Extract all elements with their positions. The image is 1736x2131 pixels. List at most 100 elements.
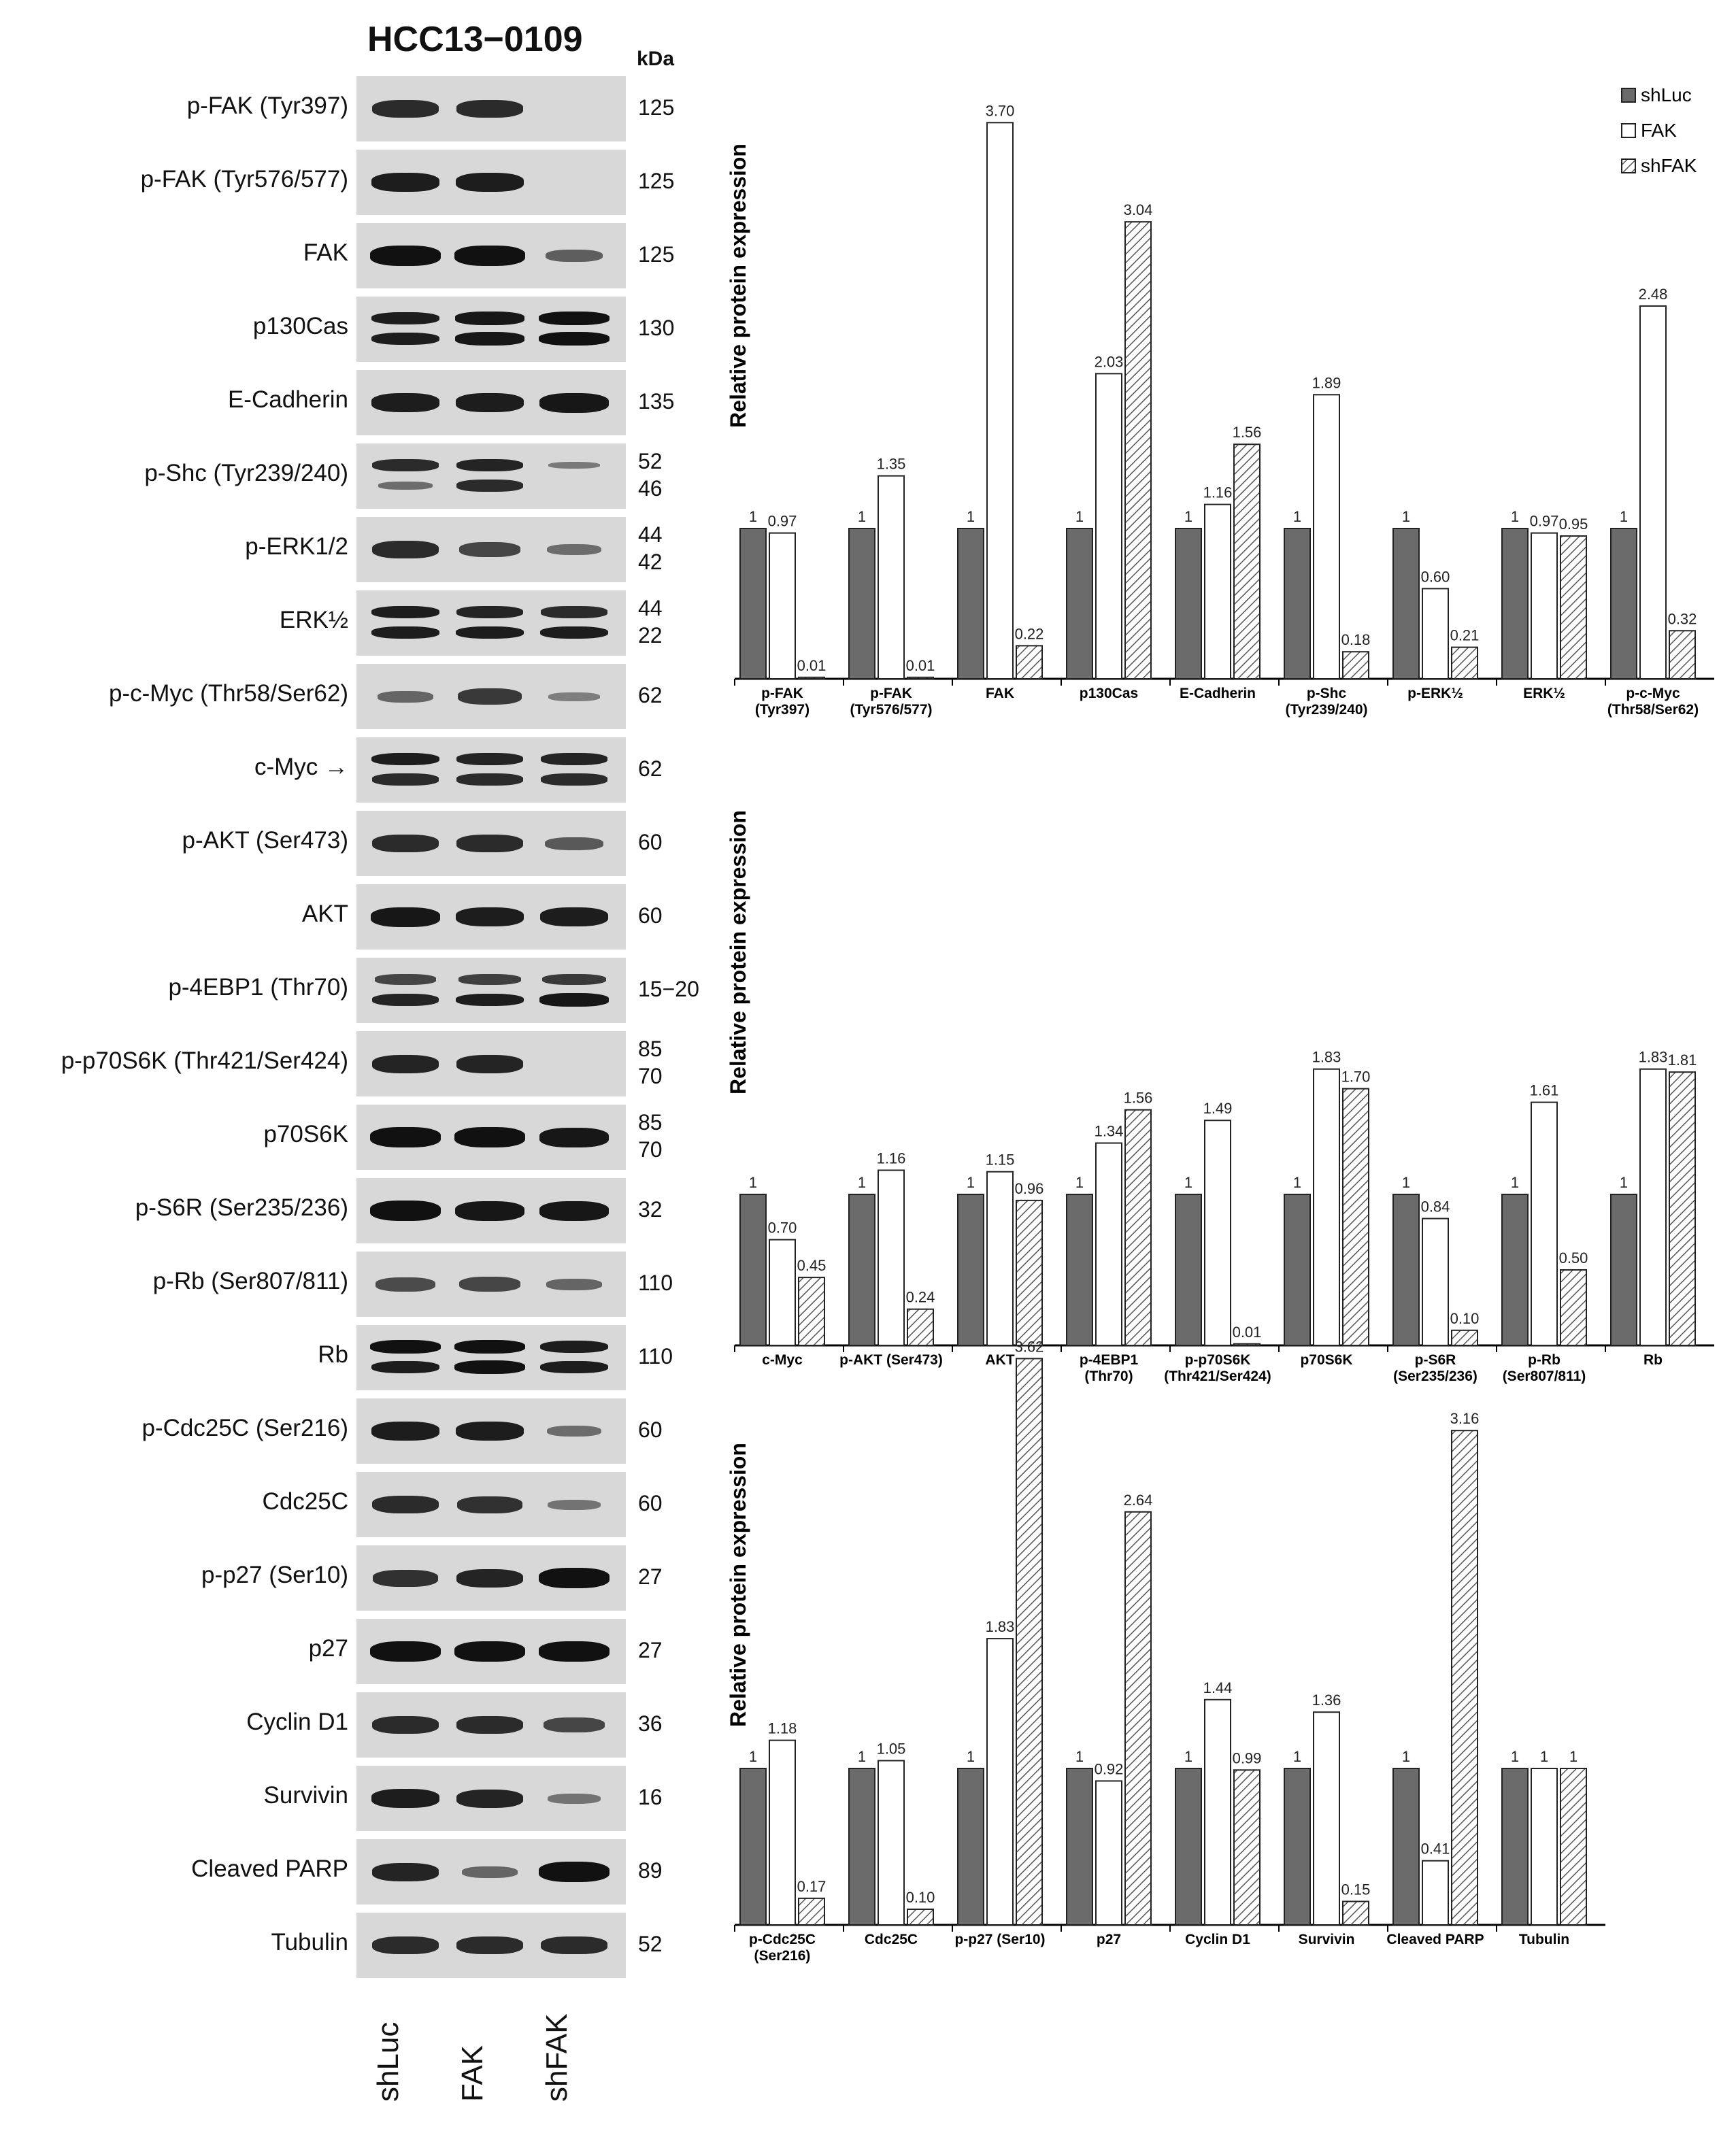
- data-label: 0.32: [1668, 610, 1697, 627]
- blot-row: p-c-Myc (Thr58/Ser62) 62: [0, 664, 721, 729]
- blot-band: [454, 1340, 525, 1354]
- data-label: 1.83: [986, 1618, 1015, 1635]
- bar-shFAK: [1016, 1199, 1043, 1346]
- bar-shLuc: [957, 528, 984, 679]
- data-label: 1: [1402, 508, 1410, 525]
- blot-row-label: p130Cas: [252, 313, 348, 339]
- data-label: 1.49: [1203, 1100, 1233, 1117]
- bar-FAK: [1313, 1711, 1340, 1926]
- blot-kda-value: 60: [638, 830, 663, 854]
- blot-band: [370, 1641, 441, 1662]
- bar-shFAK: [1342, 651, 1369, 679]
- blot-strip: [356, 737, 626, 803]
- blot-band: [378, 690, 433, 703]
- blot-band: [370, 246, 441, 266]
- blot-strip: [356, 150, 626, 215]
- blot-row-label: Survivin: [263, 1782, 348, 1809]
- blot-kda-value: 130: [638, 316, 675, 340]
- blot-band: [545, 837, 603, 850]
- data-label: 0.84: [1421, 1198, 1450, 1215]
- blot-strip: [356, 297, 626, 362]
- y-axis-label: Relative protein expression: [726, 144, 750, 428]
- x-tick-label: c-Myc: [762, 1352, 803, 1368]
- blot-band: [539, 1127, 610, 1147]
- blot-kda-value: 44: [638, 596, 663, 620]
- blot-row-label: ERK½: [279, 607, 348, 633]
- blot-row-label: p-p27 (Ser10): [201, 1562, 348, 1588]
- blot-strip: [356, 958, 626, 1023]
- blot-band: [458, 542, 521, 557]
- blot-row: Tubulin 52: [0, 1913, 721, 1978]
- blot-kda-value: 110: [638, 1271, 673, 1295]
- data-label: 3.04: [1124, 201, 1153, 218]
- data-label: 1: [1293, 508, 1301, 525]
- data-label: 3.16: [1450, 1410, 1480, 1427]
- bar-FAK: [986, 1638, 1014, 1926]
- blot-row: p-S6R (Ser235/236) 32: [0, 1178, 721, 1243]
- x-tick-label: p-FAK: [761, 686, 803, 701]
- bar-FAK: [769, 532, 796, 679]
- data-label: 1: [1620, 1174, 1628, 1191]
- bar-FAK: [878, 475, 905, 680]
- bar-shFAK: [1669, 630, 1696, 680]
- blot-band: [546, 1426, 602, 1437]
- blot-strip: [356, 1105, 626, 1170]
- data-label: 0.60: [1421, 568, 1450, 585]
- x-tick-label: p-Cdc25C: [749, 1932, 816, 1947]
- data-label: 1.56: [1233, 424, 1262, 441]
- bar-shLuc: [739, 528, 767, 679]
- blot-row-label: p-p70S6K (Thr421/Ser424): [61, 1047, 348, 1074]
- blot-kda-value: 62: [638, 756, 663, 781]
- blot-row: FAK 125: [0, 223, 721, 288]
- blot-band: [370, 1201, 441, 1221]
- blot-strip: [356, 443, 626, 509]
- blot-strip: [356, 517, 626, 582]
- blot-band: [370, 907, 441, 927]
- x-tick-label: Rb: [1643, 1352, 1663, 1368]
- bar-shLuc: [1501, 1194, 1529, 1346]
- blot-band: [372, 459, 439, 471]
- data-label: 1.36: [1312, 1692, 1341, 1709]
- blot-row-label: Rb: [318, 1341, 348, 1368]
- legend-swatch-FAK: [1621, 123, 1636, 138]
- bar-FAK: [1204, 1698, 1231, 1926]
- blot-row-label: p-FAK (Tyr576/577): [140, 166, 348, 192]
- bar-shFAK: [907, 676, 934, 679]
- blot-row: p-AKT (Ser473) 60: [0, 811, 721, 876]
- blot-row-label: p70S6K: [263, 1121, 348, 1147]
- blot-row: AKT 60: [0, 884, 721, 950]
- bar-shLuc: [848, 1194, 875, 1346]
- blot-band: [543, 1717, 605, 1732]
- blot-band: [375, 1277, 436, 1292]
- blot-row: p-4EBP1 (Thr70) 15−20: [0, 958, 721, 1023]
- blot-row: Rb 110: [0, 1325, 721, 1390]
- blot-band: [547, 1499, 601, 1510]
- x-tick-label: Cleaved PARP: [1386, 1932, 1484, 1947]
- blot-band: [456, 480, 523, 492]
- x-tick-label: (Thr70): [1084, 1369, 1133, 1384]
- blot-band: [454, 1641, 525, 1662]
- legend-swatch-shFAK: [1621, 158, 1636, 173]
- blot-kda-value: 52: [638, 449, 663, 473]
- bar-shFAK: [1124, 1109, 1152, 1347]
- blot-band: [541, 773, 607, 786]
- blot-kda-value: 22: [638, 623, 663, 648]
- blot-kda-value: 70: [638, 1137, 663, 1162]
- blot-band: [462, 1866, 518, 1878]
- blot-kda-value: 42: [638, 550, 663, 574]
- blot-band: [372, 1936, 439, 1954]
- western-blot-panel: HCC13−0109 kDa p-FAK (Tyr397) 125 p-FAK (T…: [0, 0, 721, 2128]
- bar-charts: Relative protein expression 1 0.97 0.01 p-FA…: [726, 84, 1714, 1964]
- blot-strip: [356, 1325, 626, 1390]
- blot-kda-value: 32: [638, 1197, 663, 1222]
- data-label: 0.45: [797, 1257, 827, 1274]
- blot-strip: [356, 1031, 626, 1096]
- data-label: 1: [858, 1748, 866, 1765]
- bar-shLuc: [1501, 528, 1529, 679]
- x-tick-label: p-c-Myc: [1626, 686, 1680, 701]
- data-label: 0.97: [768, 513, 797, 530]
- x-tick-label: Cyclin D1: [1185, 1932, 1250, 1947]
- blot-row-label: Cyclin D1: [246, 1709, 348, 1735]
- blot-band: [455, 907, 524, 926]
- blot-row: Cyclin D1 36: [0, 1692, 721, 1758]
